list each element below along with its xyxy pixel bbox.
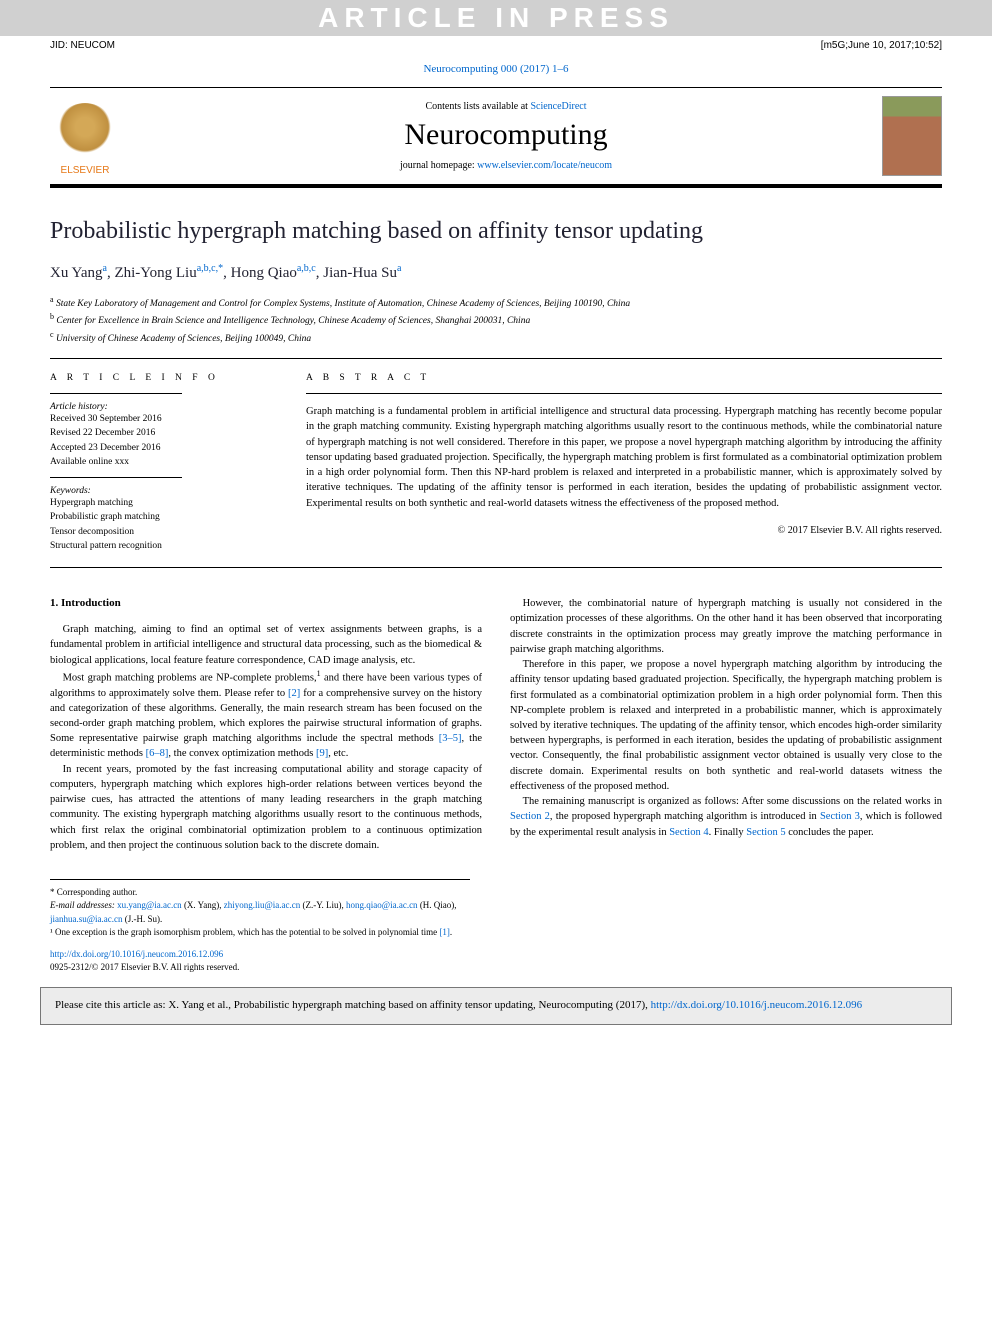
journal-cover-thumbnail[interactable] <box>882 96 942 176</box>
email-addresses: E-mail addresses: xu.yang@ia.ac.cn (X. Y… <box>50 899 470 926</box>
email-4[interactable]: jianhua.su@ia.ac.cn <box>50 914 123 924</box>
keywords-label: Keywords: <box>50 486 270 496</box>
info-divider-2 <box>50 477 182 478</box>
ref-1[interactable]: [1] <box>439 927 450 937</box>
cite-text: Please cite this article as: X. Yang et … <box>55 999 651 1011</box>
elsevier-tree-icon <box>55 103 115 163</box>
contents-line: Contents lists available at ScienceDirec… <box>130 101 882 112</box>
email-2[interactable]: zhiyong.liu@ia.ac.cn <box>224 900 301 910</box>
para-3: In recent years, promoted by the fast in… <box>50 762 482 853</box>
author-1-affil[interactable]: a <box>103 263 107 274</box>
author-2-affil[interactable]: a,b,c,* <box>197 263 223 274</box>
keyword-1: Hypergraph matching <box>50 496 270 510</box>
cite-doi-link[interactable]: http://dx.doi.org/10.1016/j.neucom.2016.… <box>651 999 863 1011</box>
homepage-link[interactable]: www.elsevier.com/locate/neucom <box>477 160 612 171</box>
author-2: Zhi-Yong Liu <box>114 265 196 281</box>
email-1[interactable]: xu.yang@ia.ac.cn <box>117 900 182 910</box>
abstract-copyright: © 2017 Elsevier B.V. All rights reserved… <box>306 525 942 536</box>
para-4: However, the combinatorial nature of hyp… <box>510 596 942 657</box>
abstract-label: a b s t r a c t <box>306 373 942 383</box>
elsevier-logo[interactable]: ELSEVIER <box>50 96 120 176</box>
para-1: Graph matching, aiming to find an optima… <box>50 622 482 668</box>
abstract: a b s t r a c t Graph matching is a fund… <box>290 359 942 567</box>
affil-c: c University of Chinese Academy of Scien… <box>50 329 942 346</box>
abstract-divider <box>306 393 942 394</box>
ref-2[interactable]: [2] <box>288 688 300 699</box>
homepage-prefix: journal homepage: <box>400 160 477 171</box>
jid-label: JID: NEUCOM <box>50 40 115 51</box>
sciencedirect-link[interactable]: ScienceDirect <box>530 101 586 112</box>
author-3: Hong Qiao <box>231 265 297 281</box>
article-body: Probabilistic hypergraph matching based … <box>0 188 992 863</box>
article-in-press-watermark: ARTICLE IN PRESS <box>0 0 992 36</box>
info-abstract-row: a r t i c l e i n f o Article history: R… <box>50 358 942 568</box>
section-1-heading: 1. Introduction <box>50 596 482 612</box>
citation-box: Please cite this article as: X. Yang et … <box>40 987 952 1024</box>
journal-reference: Neurocomputing 000 (2017) 1–6 <box>0 63 992 75</box>
authors-line: Xu Yanga, Zhi-Yong Liua,b,c,*, Hong Qiao… <box>50 263 942 282</box>
keyword-2: Probabilistic graph matching <box>50 510 270 524</box>
keyword-3: Tensor decomposition <box>50 525 270 539</box>
para-2: Most graph matching problems are NP-comp… <box>50 668 482 762</box>
email-label: E-mail addresses: <box>50 900 115 910</box>
info-divider-1 <box>50 393 182 394</box>
ref-6-8[interactable]: [6–8] <box>146 748 169 759</box>
abstract-text: Graph matching is a fundamental problem … <box>306 404 942 511</box>
journal-masthead: ELSEVIER Contents lists available at Sci… <box>50 87 942 188</box>
homepage-line: journal homepage: www.elsevier.com/locat… <box>130 160 882 171</box>
keyword-4: Structural pattern recognition <box>50 539 270 553</box>
article-title: Probabilistic hypergraph matching based … <box>50 218 942 245</box>
history-received: Received 30 September 2016 <box>50 412 270 426</box>
link-section-5[interactable]: Section 5 <box>746 827 785 838</box>
author-4: Jian-Hua Su <box>323 265 397 281</box>
history-accepted: Accepted 23 December 2016 <box>50 441 270 455</box>
build-stamp: [m5G;June 10, 2017;10:52] <box>821 40 942 51</box>
body-columns: 1. Introduction Graph matching, aiming t… <box>50 596 942 853</box>
doi-link[interactable]: http://dx.doi.org/10.1016/j.neucom.2016.… <box>50 949 223 959</box>
ref-9[interactable]: [9] <box>316 748 328 759</box>
affil-a: a State Key Laboratory of Management and… <box>50 294 942 311</box>
article-info: a r t i c l e i n f o Article history: R… <box>50 359 290 567</box>
corresponding-author: * Corresponding author. <box>50 886 470 900</box>
history-revised: Revised 22 December 2016 <box>50 426 270 440</box>
author-3-affil[interactable]: a,b,c <box>297 263 316 274</box>
journal-name: Neurocomputing <box>130 118 882 152</box>
history-online: Available online xxx <box>50 455 270 469</box>
footnote-1: ¹ One exception is the graph isomorphism… <box>50 926 470 940</box>
article-info-label: a r t i c l e i n f o <box>50 373 270 383</box>
doi-block: http://dx.doi.org/10.1016/j.neucom.2016.… <box>50 948 942 973</box>
para-6: The remaining manuscript is organized as… <box>510 794 942 840</box>
link-section-2[interactable]: Section 2 <box>510 811 550 822</box>
link-section-4[interactable]: Section 4 <box>669 827 708 838</box>
author-4-affil[interactable]: a <box>397 263 401 274</box>
author-1: Xu Yang <box>50 265 103 281</box>
history-label: Article history: <box>50 402 270 412</box>
footnotes: * Corresponding author. E-mail addresses… <box>50 879 470 940</box>
para-5: Therefore in this paper, we propose a no… <box>510 657 942 794</box>
contents-prefix: Contents lists available at <box>425 101 530 112</box>
ref-3-5[interactable]: [3–5] <box>439 733 462 744</box>
issn-copyright: 0925-2312/© 2017 Elsevier B.V. All right… <box>50 961 942 974</box>
elsevier-text: ELSEVIER <box>61 165 110 176</box>
top-meta-bar: JID: NEUCOM [m5G;June 10, 2017;10:52] <box>0 36 992 55</box>
journal-ref-link[interactable]: Neurocomputing 000 (2017) 1–6 <box>423 63 568 75</box>
masthead-center: Contents lists available at ScienceDirec… <box>130 101 882 171</box>
link-section-3[interactable]: Section 3 <box>820 811 860 822</box>
affil-b: b Center for Excellence in Brain Science… <box>50 311 942 328</box>
email-3[interactable]: hong.qiao@ia.ac.cn <box>346 900 418 910</box>
affiliations: a State Key Laboratory of Management and… <box>50 294 942 346</box>
